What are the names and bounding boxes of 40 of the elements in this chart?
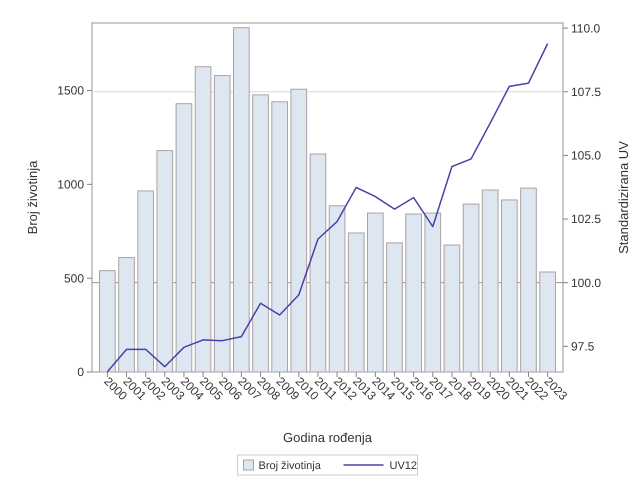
bar [99,270,116,372]
y-tick-label: 1500 [57,84,84,98]
bar [310,153,326,372]
y-tick-label: 0 [77,365,84,380]
bar [444,244,460,372]
y-axis-title: Broj životinja [25,160,40,234]
y2-tick-label: 100.0 [571,276,602,290]
bar [271,101,288,372]
bar [539,271,556,372]
bar [176,103,192,372]
y-tick-label: 1000 [57,178,84,192]
bar [386,242,403,372]
bar [500,199,518,372]
bar [424,212,442,372]
y2-axis-title: Standardizirana UV [616,140,631,254]
y-tick-label: 500 [64,271,84,286]
bar [462,204,480,372]
x-axis-title: Godina rođenja [283,430,373,445]
bar [252,94,269,372]
y2-tick-label: 97.5 [571,339,595,354]
bar [328,205,346,372]
bar [348,232,365,372]
legend-label: UV12 [390,460,418,472]
bar [118,257,135,372]
y2-tick-label: 102.5 [571,212,602,226]
bar [405,214,422,372]
bar [137,190,154,372]
bar [290,88,308,372]
bar [482,189,499,372]
bar [520,188,537,372]
bar [214,75,231,372]
legend-label: Broj životinja [258,460,322,472]
bar [156,150,174,372]
y2-tick-label: 105.0 [571,148,602,163]
bar [194,66,212,372]
bar [233,27,250,372]
line-series [106,42,548,372]
y2-tick-label: 110.0 [571,21,600,36]
bar [367,212,384,372]
y2-tick-label: 107.5 [571,84,602,99]
